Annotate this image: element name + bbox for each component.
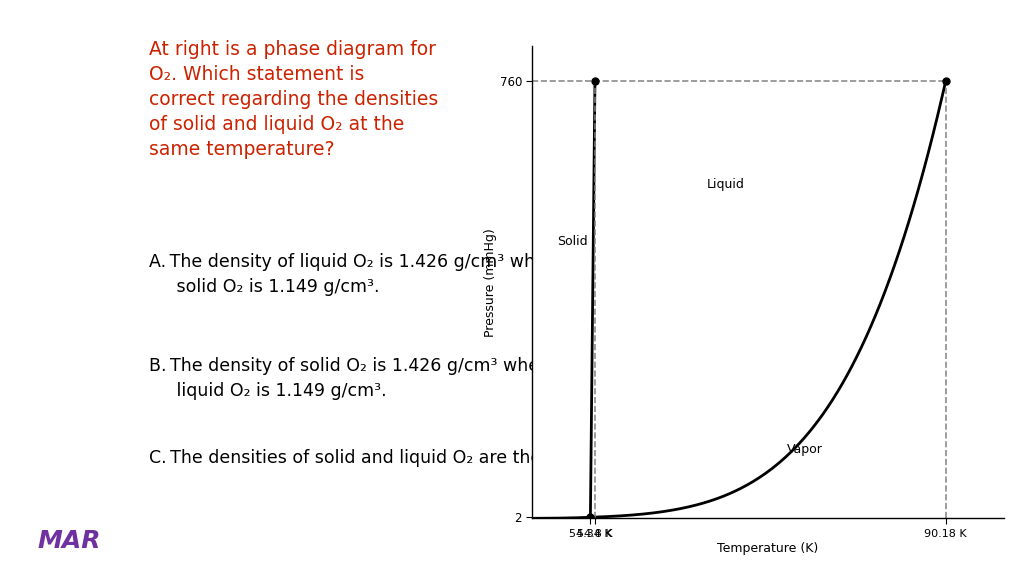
Text: B. The density of solid O₂ is 1.426 g/cm³ whereas the density of
     liquid O₂ : B. The density of solid O₂ is 1.426 g/cm…	[150, 357, 702, 400]
Y-axis label: Pressure (mmHg): Pressure (mmHg)	[484, 228, 497, 336]
Text: Liquid: Liquid	[707, 178, 744, 191]
Text: C. The densities of solid and liquid O₂ are the same.: C. The densities of solid and liquid O₂ …	[150, 449, 600, 467]
Text: Solid: Solid	[557, 236, 588, 248]
Text: At right is a phase diagram for
O₂. Which statement is
correct regarding the den: At right is a phase diagram for O₂. Whic…	[150, 40, 438, 160]
Text: A. The density of liquid O₂ is 1.426 g/cm³ whereas the density of
     solid O₂ : A. The density of liquid O₂ is 1.426 g/c…	[150, 253, 710, 297]
Text: Vapor: Vapor	[787, 443, 823, 456]
X-axis label: Temperature (K): Temperature (K)	[718, 541, 818, 555]
Text: MAR: MAR	[37, 529, 100, 553]
